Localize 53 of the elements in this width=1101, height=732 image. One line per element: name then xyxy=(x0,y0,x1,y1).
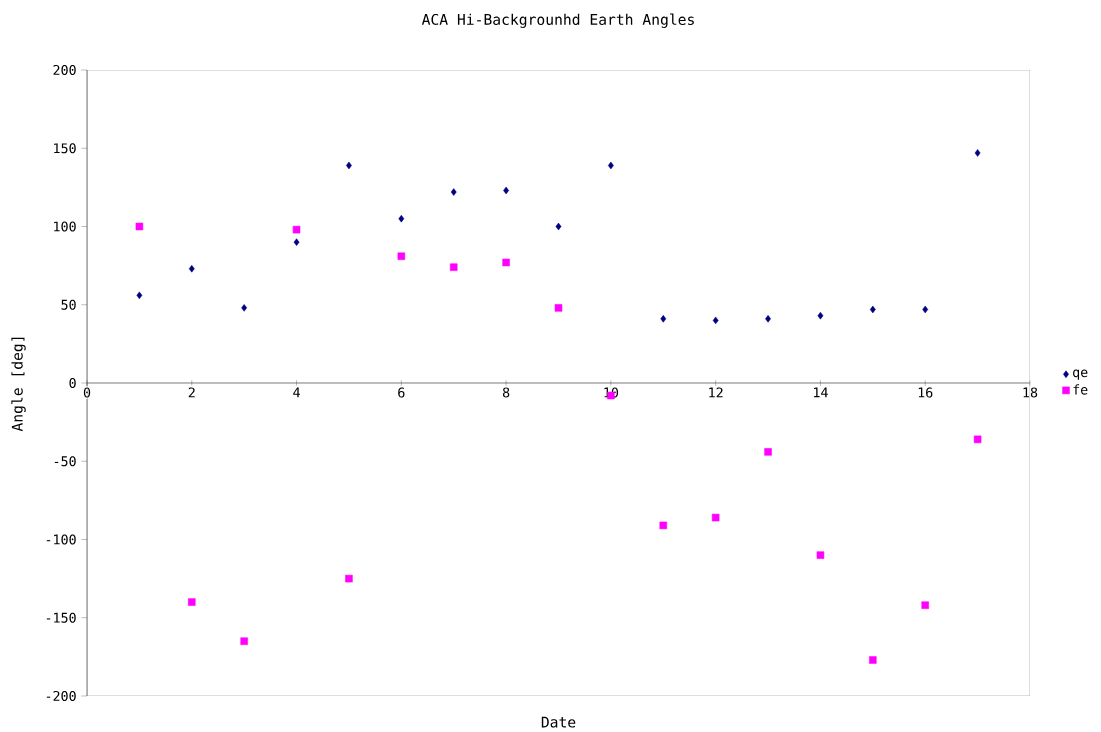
point xyxy=(136,291,143,300)
x-tick-label: 6 xyxy=(398,387,405,398)
point xyxy=(241,304,248,312)
point xyxy=(397,252,406,260)
legend-label: fe xyxy=(1073,384,1088,395)
point xyxy=(450,188,457,196)
point xyxy=(765,315,771,323)
point xyxy=(922,305,929,314)
point xyxy=(554,304,563,312)
y-tick-label: 50 xyxy=(61,299,76,310)
point xyxy=(921,601,929,609)
y-tick-label: 0 xyxy=(69,377,76,389)
y-tick-label: 100 xyxy=(54,221,76,232)
point xyxy=(135,222,144,231)
point xyxy=(293,238,300,246)
point xyxy=(502,258,510,267)
x-tick-label: 2 xyxy=(188,387,195,398)
chart-title: ACA Hi-Backgrounhd Earth Angles xyxy=(421,13,694,28)
y-tick-label: -200 xyxy=(46,690,76,702)
legend-label: qe xyxy=(1073,369,1088,380)
point xyxy=(449,263,458,271)
x-tick-label: 8 xyxy=(502,387,510,398)
point xyxy=(398,214,405,223)
point xyxy=(292,225,301,234)
x-axis-title: Date xyxy=(541,716,576,728)
point xyxy=(973,435,982,444)
y-tick-label: 150 xyxy=(54,143,76,154)
point xyxy=(659,521,668,530)
y-tick-label: -100 xyxy=(46,534,76,545)
y-tick-label: -150 xyxy=(46,612,76,623)
y-tick-label: 200 xyxy=(53,64,76,76)
point xyxy=(240,637,248,645)
x-tick-label: 18 xyxy=(1023,387,1038,398)
point xyxy=(974,149,981,157)
point xyxy=(188,265,195,273)
x-tick-label: 16 xyxy=(918,387,933,398)
point xyxy=(816,551,825,559)
y-axis-title: Angle [deg] xyxy=(11,337,26,432)
x-tick-label: 0 xyxy=(83,387,91,398)
x-tick-label: 4 xyxy=(293,387,300,398)
point xyxy=(869,656,877,664)
point xyxy=(660,315,667,323)
point xyxy=(764,448,772,456)
point xyxy=(711,513,720,522)
y-tick-label: -50 xyxy=(54,456,76,467)
point xyxy=(869,305,876,314)
point xyxy=(712,316,719,325)
point xyxy=(188,598,196,606)
x-tick-label: 12 xyxy=(709,387,723,398)
point xyxy=(555,222,562,231)
point xyxy=(345,574,353,583)
x-tick-label: 14 xyxy=(814,387,828,398)
point xyxy=(817,311,824,320)
